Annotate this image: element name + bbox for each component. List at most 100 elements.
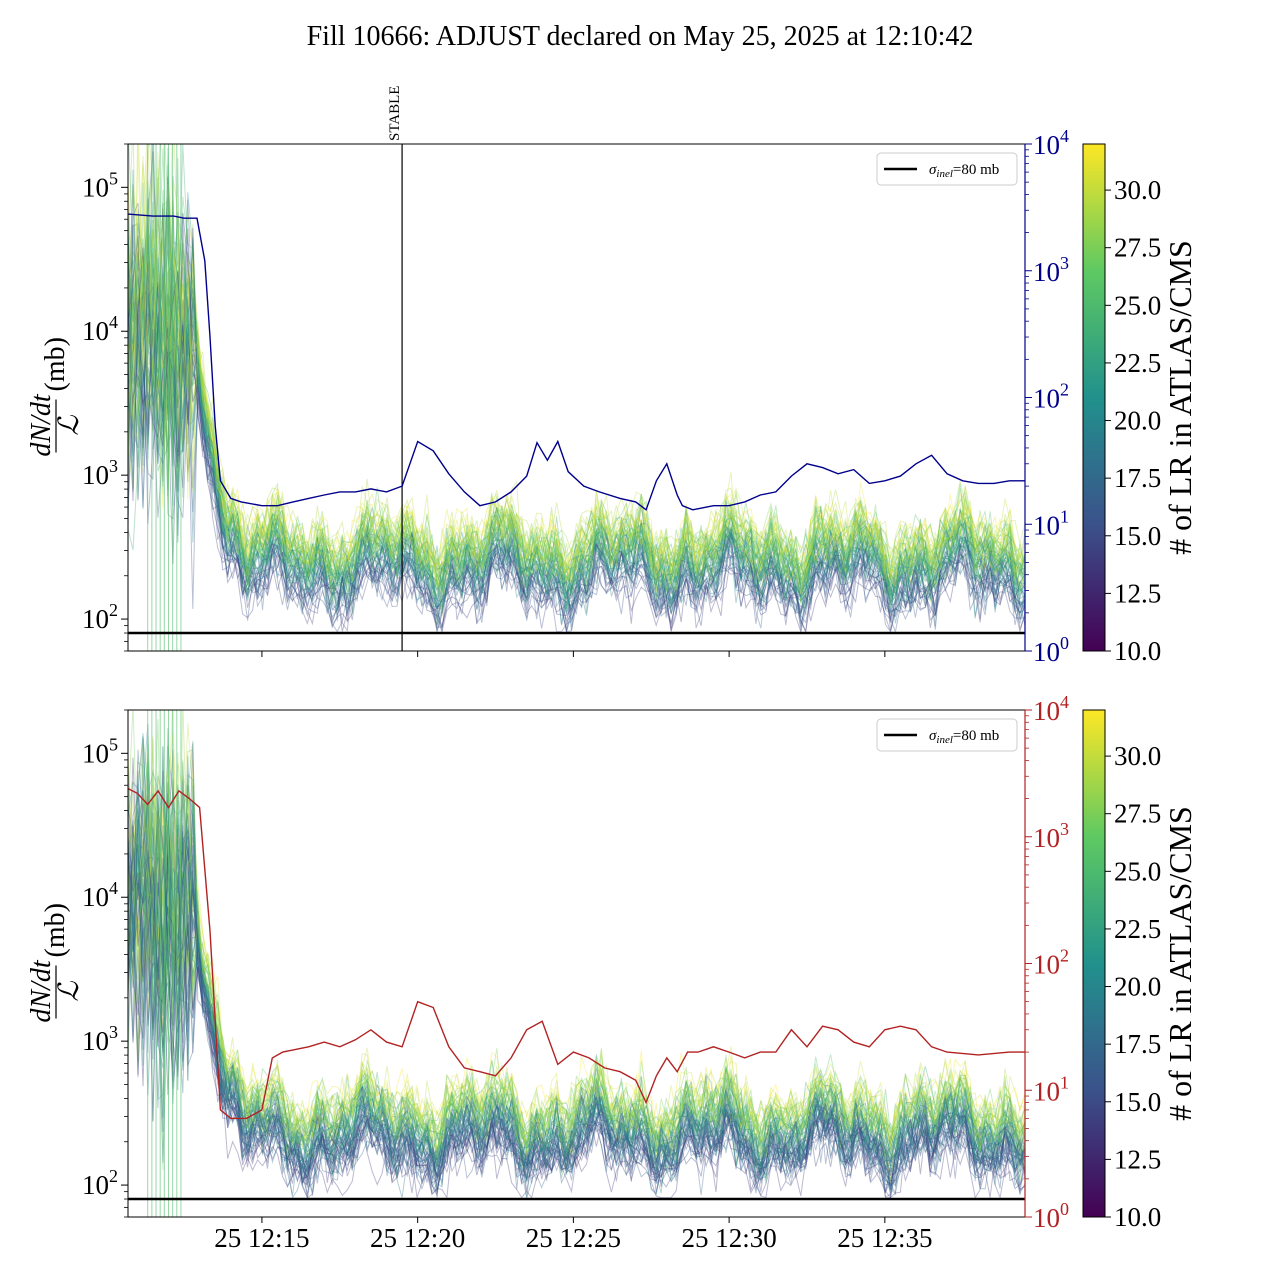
colorbar-tick-label: 10.0 xyxy=(1114,636,1161,666)
lr-trace xyxy=(128,795,1025,1193)
lr-trace xyxy=(128,762,1025,1183)
y-axis-label-denominator: ℒ xyxy=(54,981,85,1002)
lr-trace xyxy=(128,305,1025,628)
lr-trace xyxy=(128,746,1025,1185)
lr-trace-bundle xyxy=(128,144,1025,651)
y-axis-label-numerator: dN/dt xyxy=(26,393,57,456)
x-tick-label: 25 12:35 xyxy=(837,1223,932,1253)
colorbar-label: # of LR in ATLAS/CMS xyxy=(1162,240,1198,555)
lr-trace xyxy=(128,208,1025,634)
y-tick-label: 102 xyxy=(82,1166,118,1200)
lr-trace xyxy=(128,196,1025,609)
lr-trace xyxy=(128,819,1025,1198)
lr-trace xyxy=(128,144,1025,597)
colorbar-tick-label: 27.5 xyxy=(1114,233,1161,263)
lr-trace xyxy=(128,738,1025,1198)
lr-trace xyxy=(128,169,1025,617)
lr-trace xyxy=(128,749,1025,1189)
lr-trace xyxy=(128,743,1025,1168)
y-axis-label-numerator: dN/dt xyxy=(26,959,57,1022)
y-tick-label: 105 xyxy=(82,168,118,202)
lr-trace xyxy=(128,812,1025,1183)
lr-trace xyxy=(128,262,1025,625)
lr-trace xyxy=(128,178,1025,590)
y-axis-label-unit: (mb) xyxy=(40,903,71,957)
colorbar xyxy=(1082,143,1106,652)
lr-trace xyxy=(128,746,1025,1195)
lr-trace xyxy=(128,826,1025,1195)
x-tick-label: 25 12:15 xyxy=(214,1223,309,1253)
colorbar-tick-label: 10.0 xyxy=(1114,1202,1161,1232)
lr-trace xyxy=(128,236,1025,627)
lr-trace xyxy=(128,152,1025,582)
lr-trace xyxy=(128,241,1025,593)
lr-trace xyxy=(128,779,1025,1179)
lr-trace xyxy=(128,839,1025,1171)
lr-trace xyxy=(128,247,1025,617)
secondary-y-tick-label: 101 xyxy=(1033,506,1069,540)
lr-trace xyxy=(128,787,1025,1172)
lr-trace xyxy=(128,247,1025,627)
lr-trace xyxy=(128,292,1025,619)
lr-trace xyxy=(128,212,1025,594)
lr-trace xyxy=(128,206,1025,587)
colorbar-tick-label: 30.0 xyxy=(1114,741,1161,771)
secondary-series-line xyxy=(128,213,1025,511)
figure-title: Fill 10666: ADJUST declared on May 25, 2… xyxy=(307,21,974,52)
lr-trace xyxy=(128,197,1025,606)
lr-trace xyxy=(128,144,1025,581)
lr-trace xyxy=(128,757,1025,1198)
lr-trace xyxy=(128,281,1025,627)
lr-trace xyxy=(128,144,1025,586)
lr-trace xyxy=(128,820,1025,1155)
lr-trace xyxy=(128,148,1025,595)
lr-trace xyxy=(128,825,1025,1158)
colorbar xyxy=(1082,709,1106,1218)
lr-trace xyxy=(128,144,1025,622)
lr-trace xyxy=(128,213,1025,632)
lr-trace xyxy=(128,218,1025,615)
lr-trace xyxy=(128,728,1025,1167)
lr-trace xyxy=(128,155,1025,616)
colorbar-tick-label: 22.5 xyxy=(1114,348,1161,378)
colorbar-tick-label: 22.5 xyxy=(1114,914,1161,944)
lr-trace xyxy=(128,224,1025,632)
secondary-y-tick-label: 102 xyxy=(1033,380,1069,414)
lr-trace xyxy=(128,752,1025,1159)
lr-trace xyxy=(128,759,1025,1157)
lr-trace xyxy=(128,212,1025,632)
lr-trace xyxy=(128,199,1025,576)
lr-trace xyxy=(128,797,1025,1184)
lr-trace xyxy=(128,783,1025,1179)
lr-trace xyxy=(128,251,1025,612)
lr-trace xyxy=(128,784,1025,1198)
lr-trace xyxy=(128,772,1025,1169)
lr-trace xyxy=(128,770,1025,1199)
y-tick-label: 103 xyxy=(82,456,118,490)
y-tick-label: 104 xyxy=(82,878,118,912)
secondary-series-line xyxy=(128,787,1025,1120)
y-tick-label: 104 xyxy=(82,312,118,346)
lr-trace xyxy=(128,160,1025,592)
lr-trace xyxy=(128,753,1025,1152)
legend-box xyxy=(876,718,1018,752)
lr-trace xyxy=(128,220,1025,596)
y-axis-label: dN/dtℒ (mb) xyxy=(26,903,85,1023)
lr-trace xyxy=(128,810,1025,1198)
lr-trace xyxy=(128,208,1025,602)
lr-trace xyxy=(128,224,1025,600)
lr-trace xyxy=(128,781,1025,1181)
lr-trace xyxy=(128,267,1025,612)
secondary-y-tick-label: 104 xyxy=(1033,692,1069,726)
lr-trace xyxy=(128,738,1025,1154)
lr-trace xyxy=(128,177,1025,612)
x-tick-label: 25 12:25 xyxy=(526,1223,621,1253)
colorbar-tick-label: 15.0 xyxy=(1114,1087,1161,1117)
lr-trace-bundle xyxy=(128,710,1025,1217)
lr-trace xyxy=(128,736,1025,1145)
colorbar-tick-label: 12.5 xyxy=(1114,1144,1161,1174)
colorbar-tick-label: 15.0 xyxy=(1114,521,1161,551)
colorbar-tick-label: 20.0 xyxy=(1114,972,1161,1002)
lr-trace xyxy=(128,157,1025,604)
secondary-y-tick-label: 103 xyxy=(1033,253,1069,287)
